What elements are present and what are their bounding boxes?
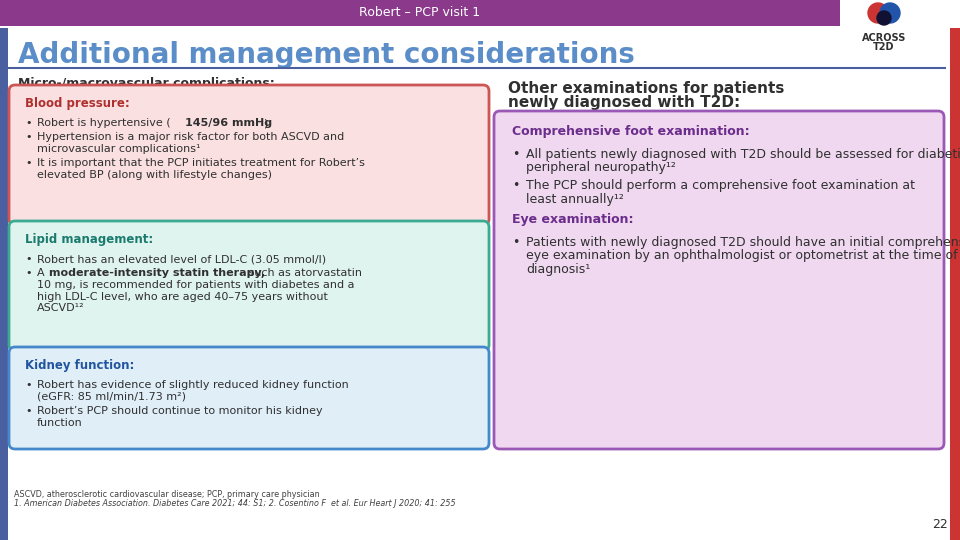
Circle shape: [868, 3, 888, 23]
Text: Robert is hypertensive (: Robert is hypertensive (: [37, 118, 171, 128]
Text: •: •: [25, 254, 32, 264]
Text: Patients with newly diagnosed T2D should have an initial comprehensive: Patients with newly diagnosed T2D should…: [526, 236, 960, 249]
Text: 10 mg, is recommended for patients with diabetes and a: 10 mg, is recommended for patients with …: [37, 280, 354, 290]
Text: Robert has evidence of slightly reduced kidney function: Robert has evidence of slightly reduced …: [37, 380, 348, 390]
Text: Comprehensive foot examination:: Comprehensive foot examination:: [512, 125, 750, 138]
Text: •: •: [25, 268, 32, 279]
Text: •: •: [512, 236, 519, 249]
Text: •: •: [25, 159, 32, 168]
Text: eye examination by an ophthalmologist or optometrist at the time of: eye examination by an ophthalmologist or…: [526, 249, 958, 262]
Text: elevated BP (along with lifestyle changes): elevated BP (along with lifestyle change…: [37, 170, 272, 180]
Text: All patients newly diagnosed with T2D should be assessed for diabetic: All patients newly diagnosed with T2D sh…: [526, 148, 960, 161]
Text: Lipid management:: Lipid management:: [25, 233, 154, 246]
Text: newly diagnosed with T2D:: newly diagnosed with T2D:: [508, 96, 740, 111]
FancyBboxPatch shape: [9, 347, 489, 449]
FancyBboxPatch shape: [950, 28, 960, 540]
Text: Robert has an elevated level of LDL-C (3.05 mmol/l): Robert has an elevated level of LDL-C (3…: [37, 254, 326, 264]
Text: such as atorvastatin: such as atorvastatin: [245, 268, 362, 279]
FancyBboxPatch shape: [494, 111, 944, 449]
Text: 145/96 mmHg: 145/96 mmHg: [185, 118, 272, 128]
Text: 1. American Diabetes Association. Diabetes Care 2021; 44: S1; 2. Cosentino F  et: 1. American Diabetes Association. Diabet…: [14, 499, 456, 508]
Text: 22: 22: [932, 517, 948, 530]
FancyBboxPatch shape: [0, 0, 840, 26]
FancyBboxPatch shape: [9, 221, 489, 351]
Text: moderate-intensity statin therapy,: moderate-intensity statin therapy,: [49, 268, 265, 279]
Text: The PCP should perform a comprehensive foot examination at: The PCP should perform a comprehensive f…: [526, 179, 915, 192]
Text: ): ): [263, 118, 268, 128]
Text: T2D: T2D: [874, 42, 895, 52]
Text: ASCVD¹²: ASCVD¹²: [37, 303, 84, 313]
Text: Robert – PCP visit 1: Robert – PCP visit 1: [359, 6, 481, 19]
FancyBboxPatch shape: [9, 85, 489, 225]
Text: •: •: [25, 406, 32, 416]
Circle shape: [877, 11, 891, 25]
Text: A: A: [37, 268, 48, 279]
Text: •: •: [25, 118, 32, 128]
Text: Additional management considerations: Additional management considerations: [18, 41, 635, 69]
Text: •: •: [25, 380, 32, 390]
Text: diagnosis¹: diagnosis¹: [526, 263, 590, 276]
Text: Blood pressure:: Blood pressure:: [25, 98, 130, 111]
Text: Kidney function:: Kidney function:: [25, 360, 134, 373]
Text: least annually¹²: least annually¹²: [526, 192, 624, 206]
Text: Micro-/macrovascular complications:: Micro-/macrovascular complications:: [18, 77, 275, 90]
Text: (eGFR: 85 ml/min/1.73 m²): (eGFR: 85 ml/min/1.73 m²): [37, 392, 186, 402]
Text: microvascular complications¹: microvascular complications¹: [37, 144, 201, 154]
FancyBboxPatch shape: [0, 28, 8, 540]
Circle shape: [880, 3, 900, 23]
Text: ACROSS: ACROSS: [862, 33, 906, 43]
Text: •: •: [25, 132, 32, 143]
Text: ASCVD, atherosclerotic cardiovascular disease; PCP, primary care physician: ASCVD, atherosclerotic cardiovascular di…: [14, 490, 320, 499]
Text: •: •: [512, 148, 519, 161]
Text: Hypertension is a major risk factor for both ASCVD and: Hypertension is a major risk factor for …: [37, 132, 345, 143]
Text: Robert’s PCP should continue to monitor his kidney: Robert’s PCP should continue to monitor …: [37, 406, 323, 416]
Text: It is important that the PCP initiates treatment for Robert’s: It is important that the PCP initiates t…: [37, 159, 365, 168]
Text: peripheral neuropathy¹²: peripheral neuropathy¹²: [526, 161, 676, 174]
Text: Other examinations for patients: Other examinations for patients: [508, 80, 784, 96]
Text: •: •: [512, 179, 519, 192]
Text: function: function: [37, 417, 83, 428]
Text: Eye examination:: Eye examination:: [512, 213, 634, 226]
Text: high LDL-C level, who are aged 40–75 years without: high LDL-C level, who are aged 40–75 yea…: [37, 292, 328, 301]
